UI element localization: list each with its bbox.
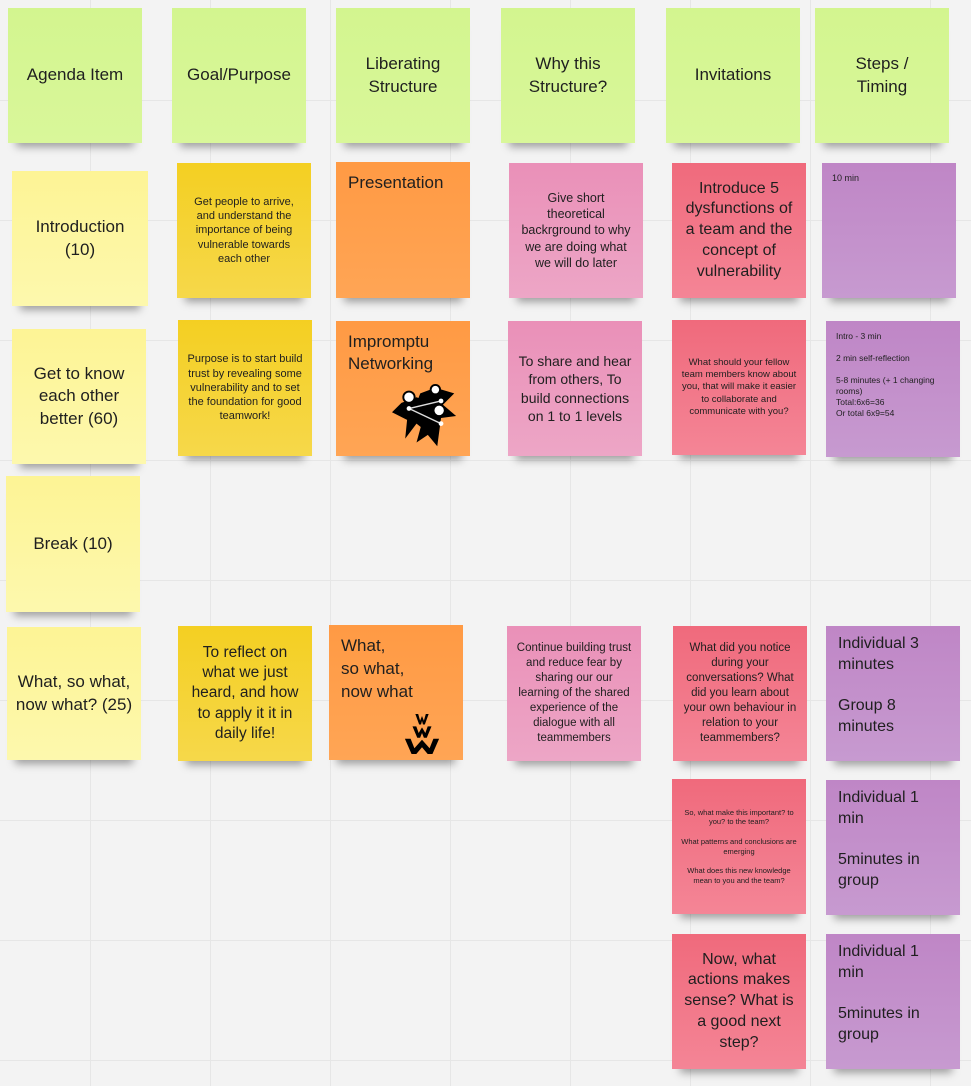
why-note-introduction[interactable]: Give short theoretical backrground to wh… <box>509 163 643 298</box>
header-steps-timing[interactable]: Steps / Timing <box>815 8 949 143</box>
invitation-note-what[interactable]: What did you notice during your conversa… <box>673 626 807 761</box>
header-agenda-item[interactable]: Agenda Item <box>8 8 142 143</box>
structure-note-what-so-what-now-what[interactable]: What, so what, now what <box>329 625 463 760</box>
structure-label: What, so what, now what <box>341 636 413 701</box>
header-goal-purpose[interactable]: Goal/Purpose <box>172 8 306 143</box>
header-invitations[interactable]: Invitations <box>666 8 800 143</box>
steps-note-introduction[interactable]: 10 min <box>822 163 956 298</box>
steps-note-get-to-know[interactable]: Intro - 3 min 2 min self-reflection 5-8 … <box>826 321 960 457</box>
invitation-note-introduction[interactable]: Introduce 5 dysfunctions of a team and t… <box>672 163 806 298</box>
agenda-note-introduction[interactable]: Introduction (10) <box>12 171 148 306</box>
agenda-note-get-to-know[interactable]: Get to know each other better (60) <box>12 329 146 464</box>
header-liberating-structure[interactable]: Liberating Structure <box>336 8 470 143</box>
steps-note-what[interactable]: Individual 3 minutes Group 8 minutes <box>826 626 960 761</box>
header-why-structure[interactable]: Why this Structure? <box>501 8 635 143</box>
invitation-note-so-what[interactable]: So, what make this important? to you? to… <box>672 779 806 914</box>
structure-label: Impromptu Networking <box>348 332 434 374</box>
goal-note-what-so-what[interactable]: To reflect on what we just heard, and ho… <box>178 626 312 761</box>
steps-note-now-what[interactable]: Individual 1 min 5minutes in group <box>826 934 960 1069</box>
invitation-note-get-to-know[interactable]: What should your fellow team members kno… <box>672 320 806 455</box>
steps-note-so-what[interactable]: Individual 1 min 5minutes in group <box>826 780 960 915</box>
why-note-get-to-know[interactable]: To share and hear from others, To build … <box>508 321 642 456</box>
agenda-note-what-so-what[interactable]: What, so what, now what? (25) <box>7 627 141 760</box>
goal-note-get-to-know[interactable]: Purpose is to start build trust by revea… <box>178 320 312 456</box>
invitation-note-now-what[interactable]: Now, what actions makes sense? What is a… <box>672 934 806 1069</box>
structure-note-presentation[interactable]: Presentation <box>336 162 470 298</box>
impromptu-networking-icon <box>392 384 457 447</box>
agenda-note-break[interactable]: Break (10) <box>6 476 140 612</box>
structure-note-impromptu-networking[interactable]: Impromptu Networking <box>336 321 470 456</box>
why-note-what-so-what[interactable]: Continue building trust and reduce fear … <box>507 626 641 761</box>
goal-note-introduction[interactable]: Get people to arrive, and understand the… <box>177 163 311 298</box>
www-icon <box>404 714 440 754</box>
